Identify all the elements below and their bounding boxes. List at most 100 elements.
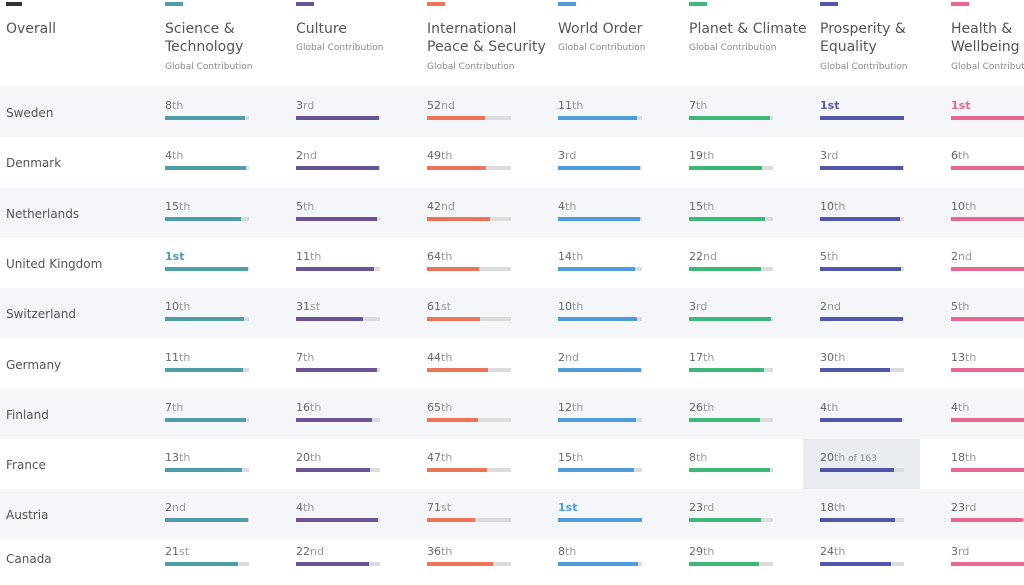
rank-cell[interactable]: 22nd [689, 250, 807, 290]
rank-cell[interactable]: 7th [165, 401, 283, 441]
rank-cell[interactable]: 8th [165, 99, 283, 139]
category-header-cul[interactable]: Culture Global Contribution [296, 0, 420, 86]
rank-bar [296, 368, 380, 372]
table-row[interactable]: Sweden 8th 3rd 52nd 11th 7th 1st 1st [0, 86, 1024, 137]
rank-cell[interactable]: 17th [689, 351, 807, 391]
rank-cell[interactable]: 20th of 163 [803, 439, 920, 489]
rank-cell[interactable]: 20th [296, 451, 414, 491]
rank-cell[interactable]: 52nd [427, 99, 545, 139]
rank-cell[interactable]: 15th [689, 200, 807, 240]
rank-cell[interactable]: 71st [427, 501, 545, 541]
rank-cell[interactable]: 5th [951, 300, 1024, 340]
rank-cell[interactable]: 7th [689, 99, 807, 139]
rank-cell[interactable]: 7th [296, 351, 414, 391]
rank-cell[interactable]: 31st [296, 300, 414, 340]
country-name[interactable]: Austria [6, 508, 49, 522]
rank-cell[interactable]: 4th [951, 401, 1024, 441]
table-row[interactable]: Finland 7th 16th 65th 12th 26th 4th 4th [0, 389, 1024, 439]
rank-cell[interactable]: 5th [296, 200, 414, 240]
rank-cell[interactable]: 61st [427, 300, 545, 340]
rank-cell[interactable]: 11th [296, 250, 414, 290]
table-row[interactable]: Switzerland 10th 31st 61st 10th 3rd 2nd 5th [0, 288, 1024, 338]
category-header-ips[interactable]: International Peace & Security Global Cont… [427, 0, 551, 86]
rank-cell[interactable]: 42nd [427, 200, 545, 240]
rank-cell[interactable]: 4th [296, 501, 414, 541]
rank-cell[interactable]: 8th [689, 451, 807, 491]
category-header-sci[interactable]: Science & Technology Global Contribution [165, 0, 289, 86]
rank-cell[interactable]: 3rd [296, 99, 414, 139]
rank-label: 5th [820, 250, 838, 263]
rank-cell[interactable]: 24th [820, 545, 938, 585]
table-row[interactable]: Netherlands 15th 5th 42nd 4th 15th 10th 10th [0, 187, 1024, 238]
rank-cell[interactable]: 2nd [165, 501, 283, 541]
rank-cell[interactable]: 21st [165, 545, 283, 585]
country-name[interactable]: United Kingdom [6, 257, 103, 271]
country-name[interactable]: Sweden [6, 106, 54, 120]
country-name[interactable]: Finland [6, 408, 49, 422]
rank-cell[interactable]: 29th [689, 545, 807, 585]
rank-cell[interactable]: 44th [427, 351, 545, 391]
table-row[interactable]: Canada 21st 22nd 36th 8th 29th 24th 3rd [0, 539, 1024, 576]
rank-cell[interactable]: 8th [558, 545, 676, 585]
country-name[interactable]: Netherlands [6, 207, 80, 221]
rank-cell[interactable]: 23rd [951, 501, 1024, 541]
rank-cell[interactable]: 23rd [689, 501, 807, 541]
rank-cell[interactable]: 4th [820, 401, 938, 441]
rank-cell[interactable]: 22nd [296, 545, 414, 585]
rank-cell[interactable]: 3rd [820, 149, 938, 189]
country-name[interactable]: France [6, 458, 46, 472]
rank-cell[interactable]: 2nd [296, 149, 414, 189]
rank-cell[interactable]: 18th [951, 451, 1024, 491]
rank-cell[interactable]: 47th [427, 451, 545, 491]
rank-cell[interactable]: 4th [165, 149, 283, 189]
rank-cell[interactable]: 13th [165, 451, 283, 491]
table-row[interactable]: Austria 2nd 4th 71st 1st 23rd 18th 23rd [0, 489, 1024, 539]
rank-cell[interactable]: 16th [296, 401, 414, 441]
rank-cell[interactable]: 4th [558, 200, 676, 240]
rank-cell[interactable]: 6th [951, 149, 1024, 189]
rank-cell[interactable]: 14th [558, 250, 676, 290]
rank-cell[interactable]: 15th [558, 451, 676, 491]
category-header-hw[interactable]: Health & Wellbeing Global Contributi [951, 0, 1024, 86]
rank-cell[interactable]: 10th [558, 300, 676, 340]
rank-cell[interactable]: 13th [951, 351, 1024, 391]
rank-cell[interactable]: 12th [558, 401, 676, 441]
rank-cell[interactable]: 10th [951, 200, 1024, 240]
rank-cell[interactable]: 5th [820, 250, 938, 290]
rank-cell[interactable]: 18th [820, 501, 938, 541]
category-header-wo[interactable]: World Order Global Contribution [558, 0, 682, 86]
table-row[interactable]: Denmark 4th 2nd 49th 3rd 19th 3rd 6th [0, 137, 1024, 187]
rank-cell[interactable]: 3rd [558, 149, 676, 189]
rank-cell[interactable]: 15th [165, 200, 283, 240]
rank-cell[interactable]: 1st [165, 250, 283, 290]
rank-cell[interactable]: 11th [558, 99, 676, 139]
rank-cell[interactable]: 10th [820, 200, 938, 240]
table-row[interactable]: United Kingdom 1st 11th 64th 14th 22nd 5th 2nd [0, 238, 1024, 288]
table-row[interactable]: Germany 11th 7th 44th 2nd 17th 30th 13th [0, 338, 1024, 389]
rank-cell[interactable]: 64th [427, 250, 545, 290]
rank-cell[interactable]: 26th [689, 401, 807, 441]
rank-cell[interactable]: 2nd [951, 250, 1024, 290]
rank-cell[interactable]: 1st [820, 99, 938, 139]
rank-cell[interactable]: 11th [165, 351, 283, 391]
overall-column-header[interactable]: Overall [6, 0, 136, 86]
rank-cell[interactable]: 3rd [951, 545, 1024, 585]
rank-cell[interactable]: 1st [558, 501, 676, 541]
rank-cell[interactable]: 30th [820, 351, 938, 391]
rank-cell[interactable]: 36th [427, 545, 545, 585]
country-name[interactable]: Germany [6, 358, 62, 372]
rank-cell[interactable]: 65th [427, 401, 545, 441]
category-header-pe[interactable]: Prosperity & Equality Global Contribution [820, 0, 944, 86]
rank-cell[interactable]: 19th [689, 149, 807, 189]
country-name[interactable]: Denmark [6, 156, 62, 170]
rank-cell[interactable]: 10th [165, 300, 283, 340]
rank-cell[interactable]: 3rd [689, 300, 807, 340]
table-row[interactable]: France 13th 20th 47th 15th 8th 20th of 163 18th [0, 439, 1024, 489]
country-name[interactable]: Canada [6, 552, 52, 566]
category-header-pc[interactable]: Planet & Climate Global Contribution [689, 0, 813, 86]
rank-cell[interactable]: 2nd [558, 351, 676, 391]
country-name[interactable]: Switzerland [6, 307, 76, 321]
rank-cell[interactable]: 1st [951, 99, 1024, 139]
rank-cell[interactable]: 2nd [820, 300, 938, 340]
rank-cell[interactable]: 49th [427, 149, 545, 189]
